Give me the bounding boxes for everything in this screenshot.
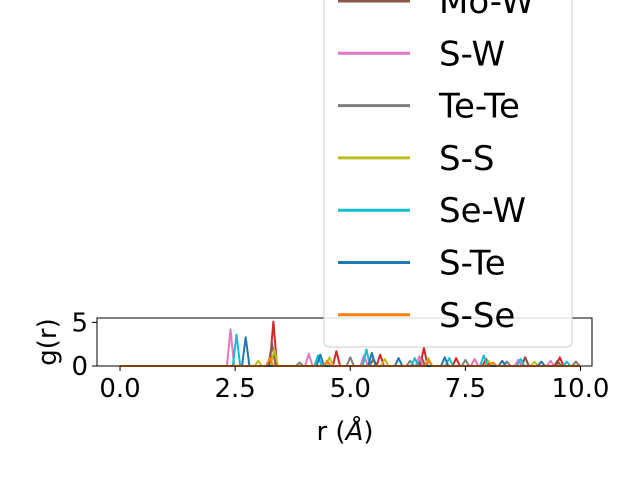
x-tick-label: 0.0 [99,374,140,404]
legend-label-se-w: Se-W [439,191,526,231]
series-line-mo-w [120,342,581,367]
legend-label-s-se: S-Se [439,296,515,336]
legend-label-s-s: S-S [439,139,494,179]
legend-label-te-te: Te-Te [438,87,520,127]
y-tick-label: 5 [71,308,88,338]
legend-label-mo-w: Mo-W [439,0,534,22]
legend: Mo-W S-W Te-Te S-S Se-W S-Te S-Se [323,0,573,348]
x-tick-label: 10.0 [552,374,610,404]
legend-box [323,0,573,348]
legend-label-s-w: S-W [439,34,505,74]
x-tick-label: 2.5 [214,374,255,404]
legend-label-s-te: S-Te [439,244,506,284]
x-axis-label: r (Å) [316,415,373,447]
x-axis-ticks: 0.0 2.5 5.0 7.5 10.0 [99,366,609,404]
series-line-unlabeled-0 [120,320,581,367]
y-axis-ticks: 05 [71,308,97,382]
x-tick-label: 7.5 [445,374,486,404]
y-tick-label: 0 [71,352,88,382]
series-line-te-te [120,356,581,367]
y-axis-label: g(r) [33,318,63,365]
x-tick-label: 5.0 [330,374,371,404]
